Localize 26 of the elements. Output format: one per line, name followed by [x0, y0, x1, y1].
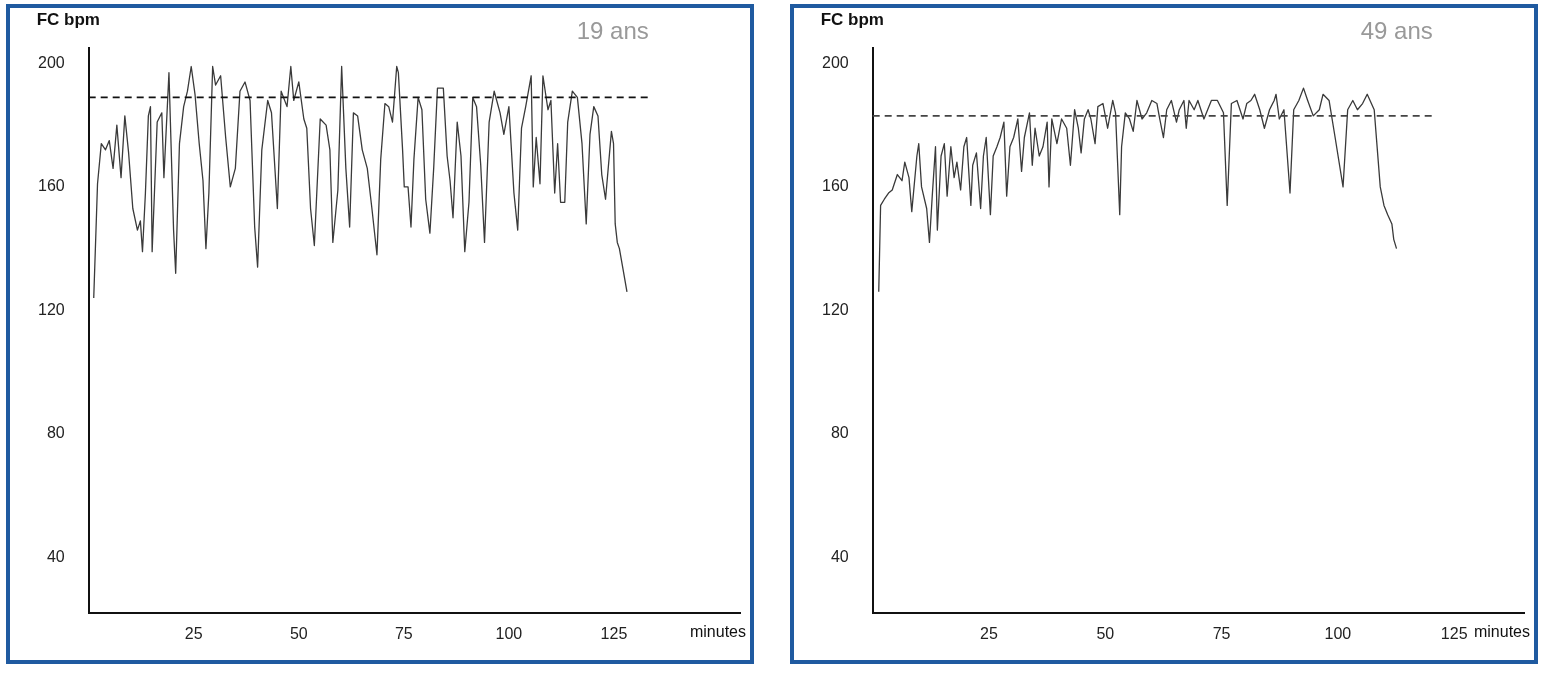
text: 49 ans — [1360, 16, 1433, 44]
y-tick-label: 40 — [830, 547, 849, 565]
x-axis-title: minutes — [689, 623, 746, 641]
x-tick-label: 75 — [1212, 624, 1231, 642]
y-axis-title: FC bpm — [36, 10, 100, 30]
y-tick-label: 120 — [37, 300, 65, 318]
y-tick-label: 80 — [46, 424, 65, 442]
y-tick-label: 200 — [821, 53, 849, 71]
x-tick-label: 100 — [495, 624, 523, 642]
x-tick-label: 25 — [184, 624, 203, 642]
x-tick-label: 75 — [394, 624, 413, 642]
y-tick-label: 160 — [821, 177, 849, 195]
y-tick-label: 120 — [821, 300, 849, 318]
y-tick-label: 80 — [830, 424, 849, 442]
x-tick-label: 50 — [289, 624, 308, 642]
x-tick-label: 100 — [1324, 624, 1352, 642]
y-axis-title: FC bpm — [820, 10, 884, 30]
x-tick-label: 25 — [980, 624, 998, 642]
x-tick-label: 50 — [1096, 624, 1115, 642]
x-tick-label: 125 — [1440, 624, 1468, 642]
y-tick-label: 160 — [37, 177, 65, 195]
text: 19 ans — [576, 16, 649, 44]
x-axis-title: minutes — [1473, 623, 1530, 641]
y-tick-label: 40 — [46, 547, 65, 565]
y-tick-label: 200 — [37, 53, 65, 71]
x-tick-label: 125 — [600, 624, 628, 642]
